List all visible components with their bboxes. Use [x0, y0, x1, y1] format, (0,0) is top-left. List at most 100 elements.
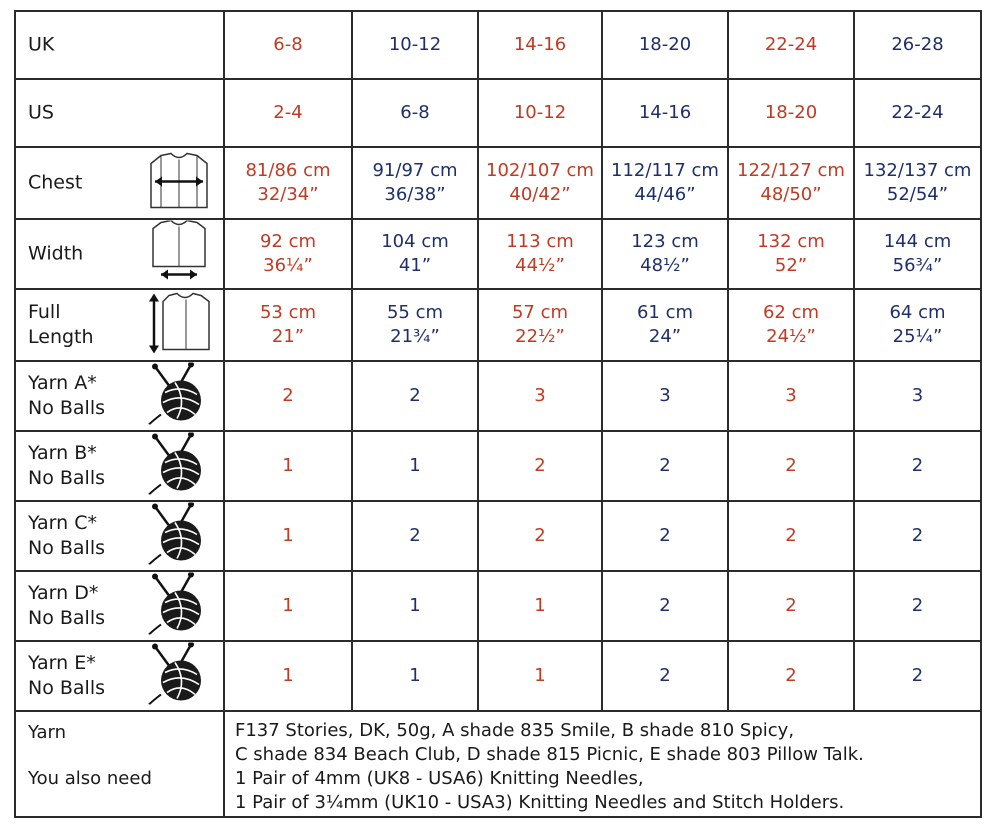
size-value: 24½”	[766, 326, 816, 347]
size-value-cell: 3	[727, 360, 855, 432]
size-value-cell: 22-24	[727, 10, 855, 80]
size-value-cell: 92 cm 36¼”	[223, 218, 353, 290]
size-value: 1	[534, 665, 546, 686]
size-value: 26-28	[891, 34, 944, 55]
size-value: 91/97 cm	[372, 160, 458, 181]
yarn-ball-icon	[147, 501, 211, 570]
size-value: 52/54”	[886, 184, 949, 205]
size-value-cell: 112/117 cm 44/46”	[601, 146, 729, 220]
row-label-line: Yarn C*	[28, 512, 97, 534]
size-value-cell: 6-8	[351, 78, 479, 148]
notes-line: C shade 834 Beach Club, D shade 815 Picn…	[235, 744, 864, 765]
row-label-line: Chest	[28, 171, 83, 194]
size-value-cell: 104 cm 41”	[351, 218, 479, 290]
row-label-cell: Full Length	[14, 288, 225, 362]
size-value: 53 cm	[259, 302, 317, 323]
row-label: Yarn D* No Balls	[28, 581, 105, 631]
size-value: 2	[785, 455, 797, 476]
size-value: 2	[911, 455, 924, 476]
notes-line: F137 Stories, DK, 50g, A shade 835 Smile…	[235, 720, 795, 741]
row-label: Yarn B* No Balls	[28, 441, 105, 491]
chest-measure-icon	[147, 150, 211, 217]
row-label: Full Length	[28, 300, 94, 350]
size-value-cell: 2	[853, 500, 982, 572]
size-value: 3	[659, 385, 671, 406]
notes-line: 1 Pair of 4mm (UK8 - USA6) Knitting Need…	[235, 768, 644, 789]
size-value: 56¾”	[892, 255, 943, 276]
size-value: 10-12	[513, 102, 567, 123]
size-value-cell: 2	[601, 570, 729, 642]
row-label-line: No Balls	[28, 677, 106, 699]
size-value: 48/50”	[760, 184, 822, 205]
size-value-cell: 64 cm 25¼”	[853, 288, 982, 362]
row-label-line: UK	[28, 33, 55, 56]
size-value-cell: 81/86 cm 32/34”	[223, 146, 353, 220]
size-value: 2	[785, 665, 797, 686]
size-value: 55 cm	[386, 302, 444, 323]
row-label: Yarn C* No Balls	[28, 511, 105, 561]
row-label-cell: Yarn D* No Balls	[14, 570, 225, 642]
size-value-cell: 1	[351, 430, 479, 502]
notes-text-cell: F137 Stories, DK, 50g, A shade 835 Smile…	[223, 710, 982, 818]
width-measure-icon	[147, 219, 211, 288]
size-value: 2	[659, 525, 671, 546]
table-row: Chest 81/86 cm 32/34” 91/97 cm 36/38” 102/107…	[14, 146, 982, 220]
size-value: 22½”	[515, 326, 565, 347]
size-value: 62 cm	[762, 302, 820, 323]
size-value-cell: 14-16	[477, 10, 603, 80]
size-value-cell: 14-16	[601, 78, 729, 148]
length-measure-icon	[147, 292, 211, 359]
size-value-cell: 1	[477, 640, 603, 712]
size-value-cell: 2	[853, 570, 982, 642]
size-value-cell: 10-12	[477, 78, 603, 148]
size-value-cell: 144 cm 56¾”	[853, 218, 982, 290]
size-value: 10-12	[388, 34, 442, 55]
size-value-cell: 132 cm 52”	[727, 218, 855, 290]
size-value-cell: 113 cm 44½”	[477, 218, 603, 290]
size-value-cell: 2	[477, 500, 603, 572]
size-value-cell: 2	[727, 430, 855, 502]
size-value-cell: 18-20	[601, 10, 729, 80]
size-value-cell: 2	[601, 430, 729, 502]
yarn-ball-icon	[147, 641, 211, 710]
size-value-cell: 57 cm 22½”	[477, 288, 603, 362]
size-value-cell: 1	[223, 640, 353, 712]
size-value: 122/127 cm	[737, 160, 845, 181]
table-row: Yarn A* No Balls 2 2 3 3 3 3	[14, 360, 982, 432]
yarn-label: Yarn	[28, 722, 67, 743]
size-value-cell: 2	[853, 640, 982, 712]
row-label: Yarn A* No Balls	[28, 371, 105, 421]
size-value: 44/46”	[634, 184, 696, 205]
size-value: 2	[785, 595, 797, 616]
size-value: 2	[282, 385, 294, 406]
row-label-cell: Yarn B* No Balls	[14, 430, 225, 502]
size-value-cell: 3	[853, 360, 982, 432]
size-value: 2	[785, 525, 797, 546]
size-value: 81/86 cm	[245, 160, 331, 181]
size-value: 32/34”	[257, 184, 319, 205]
size-value-cell: 123 cm 48½”	[601, 218, 729, 290]
size-value: 36/38”	[384, 184, 446, 205]
size-value: 1	[409, 665, 421, 686]
size-value-cell: 1	[223, 570, 353, 642]
row-label-cell: Yarn C* No Balls	[14, 500, 225, 572]
size-value: 24”	[648, 326, 682, 347]
size-value: 6-8	[400, 102, 430, 123]
size-value: 14-16	[513, 34, 567, 55]
size-value-cell: 61 cm 24”	[601, 288, 729, 362]
size-value: 2	[534, 525, 546, 546]
size-value-cell: 26-28	[853, 10, 982, 80]
yarn-ball-icon	[147, 431, 211, 500]
size-value: 48½”	[640, 255, 690, 276]
size-value: 2	[911, 595, 924, 616]
size-value: 36¼”	[263, 255, 313, 276]
row-label: Yarn E* No Balls	[28, 651, 105, 701]
notes-line: 1 Pair of 3¼mm (UK10 - USA3) Knitting Ne…	[235, 792, 845, 813]
size-value: 22-24	[764, 34, 818, 55]
table-row: UK 6-8 10-12 14-16 18-20 22-24 26-28	[14, 10, 982, 80]
row-label-cell: Yarn A* No Balls	[14, 360, 225, 432]
size-value: 3	[534, 385, 546, 406]
size-value-cell: 102/107 cm 40/42”	[477, 146, 603, 220]
size-value: 132/137 cm	[863, 160, 972, 181]
